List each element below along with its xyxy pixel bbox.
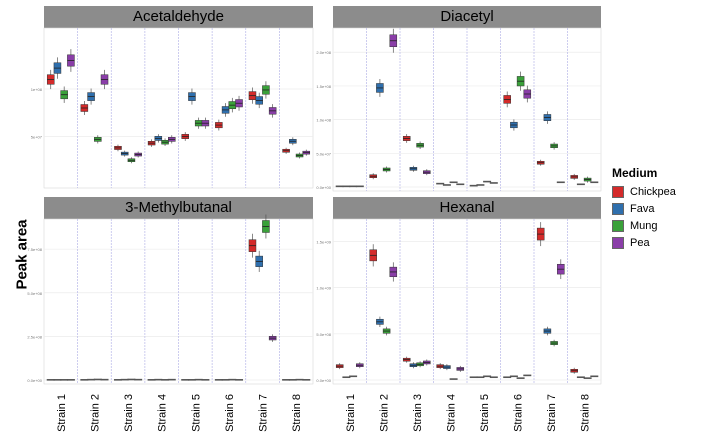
legend-title: Medium [612, 166, 658, 180]
y-tick-label: 2.5e+08 [27, 334, 42, 339]
y-tick-label: 0.0e+00 [27, 378, 42, 383]
legend-label-mung: Mung [630, 219, 658, 232]
legend-item-fava: Fava [612, 200, 702, 217]
y-tick-label: 0.0e+00 [316, 185, 331, 190]
x-tick-label: Strain 3 [123, 394, 135, 432]
legend-item-mung: Mung [612, 217, 702, 234]
y-tick-label: 5.0e+07 [316, 151, 331, 156]
x-tick-label: Strain 7 [546, 394, 558, 432]
x-tick-label: Strain 1 [345, 394, 357, 432]
x-tick-label: Strain 3 [412, 394, 424, 432]
legend-item-chickpea: Chickpea [612, 183, 702, 200]
legend: Medium Chickpea Fava Mung Pea [612, 166, 702, 251]
x-tick-label: Strain 5 [479, 394, 491, 432]
y-tick-label: 5.0e+08 [27, 291, 42, 296]
legend-label-fava: Fava [630, 202, 655, 215]
legend-swatch-fava [612, 202, 624, 215]
x-tick-label: Strain 2 [378, 394, 390, 432]
y-tick-label: 5e+07 [31, 135, 43, 140]
y-tick-label: 5.0e+08 [316, 332, 331, 337]
x-tick-label: Strain 2 [89, 394, 101, 432]
panel-title-hexanal: Hexanal [333, 197, 601, 219]
x-tick-label: Strain 6 [224, 394, 236, 432]
x-tick-label: Strain 8 [579, 394, 591, 432]
y-tick-label: 7.5e+08 [27, 247, 42, 252]
legend-swatch-chickpea [612, 185, 624, 198]
y-tick-label: 0.0e+00 [316, 378, 331, 383]
x-tick-label: Strain 5 [190, 394, 202, 432]
y-tick-label: 1e+08 [31, 87, 43, 92]
y-tick-label: 1.5e+09 [316, 239, 331, 244]
legend-item-pea: Pea [612, 234, 702, 251]
panel-title-acetaldehyde: Acetaldehyde [44, 6, 313, 28]
x-tick-label: Strain 4 [157, 394, 169, 432]
x-tick-label: Strain 6 [512, 394, 524, 432]
x-tick-label: Strain 4 [445, 394, 457, 432]
panel-title-3-methylbutanal: 3-Methylbutanal [44, 197, 313, 219]
legend-swatch-mung [612, 219, 624, 232]
y-tick-label: 1.0e+08 [316, 118, 331, 123]
x-tick-label: Strain 1 [56, 394, 68, 432]
y-tick-label: 2.0e+08 [316, 50, 331, 55]
legend-label-chickpea: Chickpea [630, 185, 676, 198]
panel-title-diacetyl: Diacetyl [333, 6, 601, 28]
x-tick-label: Strain 7 [258, 394, 270, 432]
x-tick-label: Strain 8 [291, 394, 303, 432]
y-tick-label: 1.0e+09 [316, 286, 331, 291]
y-tick-label: 1.5e+08 [316, 84, 331, 89]
legend-swatch-pea [612, 236, 624, 249]
legend-label-pea: Pea [630, 236, 650, 249]
